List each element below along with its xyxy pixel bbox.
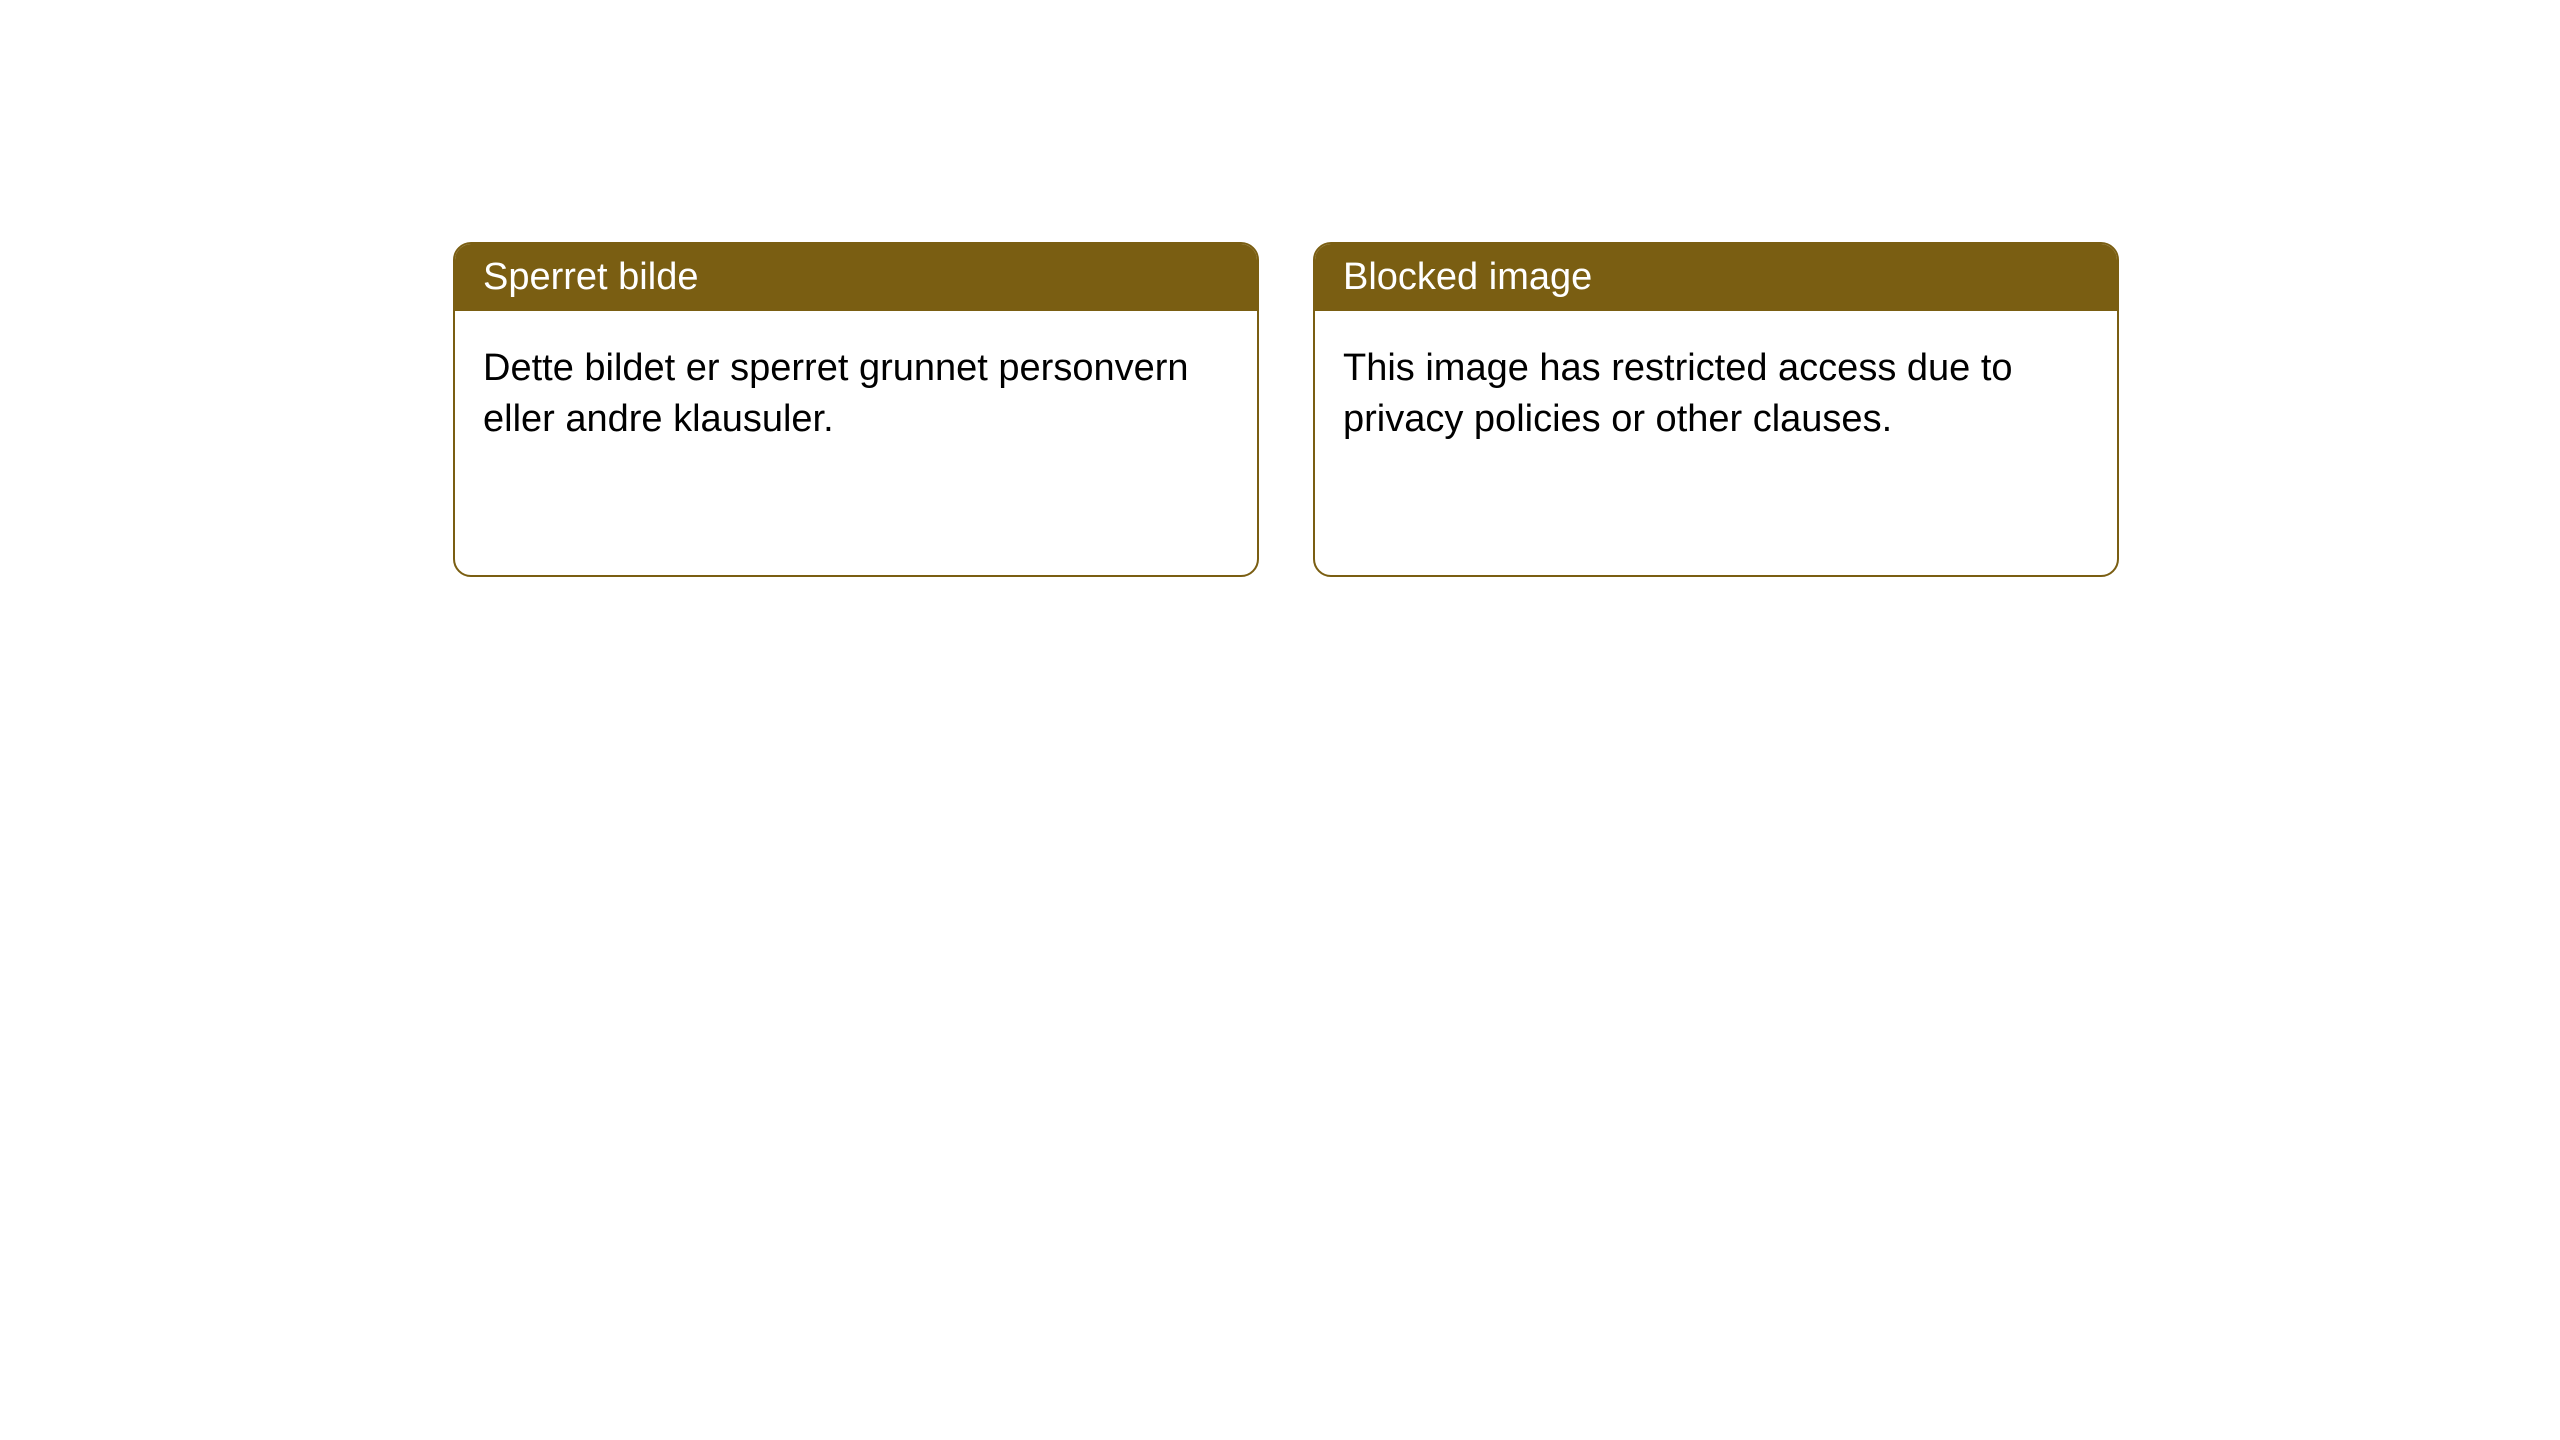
notice-card-norwegian: Sperret bilde Dette bildet er sperret gr… [453, 242, 1259, 577]
card-header: Sperret bilde [455, 244, 1257, 311]
notice-card-english: Blocked image This image has restricted … [1313, 242, 2119, 577]
card-body-text: Dette bildet er sperret grunnet personve… [483, 347, 1189, 440]
card-body: This image has restricted access due to … [1315, 311, 2117, 478]
card-title: Sperret bilde [483, 256, 698, 298]
notice-container: Sperret bilde Dette bildet er sperret gr… [0, 0, 2560, 577]
card-body: Dette bildet er sperret grunnet personve… [455, 311, 1257, 478]
card-header: Blocked image [1315, 244, 2117, 311]
card-title: Blocked image [1343, 256, 1592, 298]
card-body-text: This image has restricted access due to … [1343, 347, 2013, 440]
